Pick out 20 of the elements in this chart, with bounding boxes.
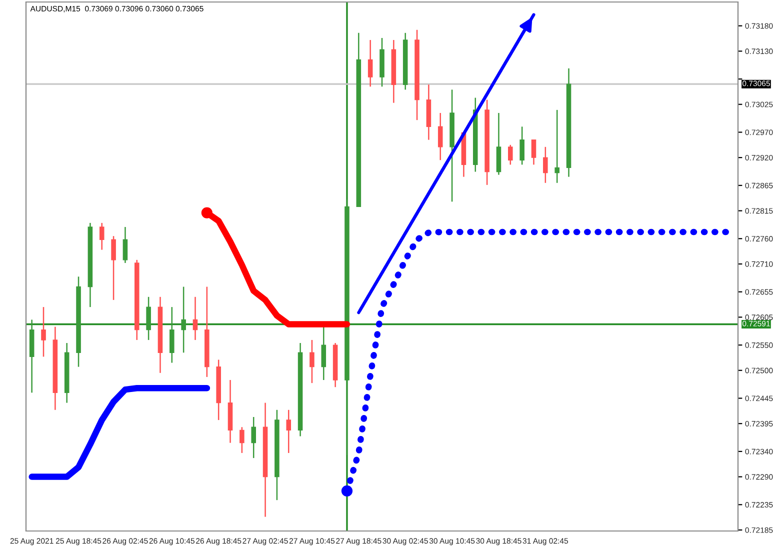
candlestick: [240, 426, 244, 454]
candlestick: [554, 109, 560, 184]
candlestick: [41, 306, 46, 358]
candlestick: [438, 112, 443, 161]
candlestick: [170, 306, 174, 364]
candlestick: [122, 226, 128, 264]
candlestick: [508, 144, 513, 166]
candlestick: [99, 222, 104, 250]
candlestick: [111, 235, 116, 301]
candlestick: [321, 326, 326, 381]
candlestick: [286, 409, 292, 454]
candlestick: [543, 146, 548, 184]
candlestick: [520, 126, 524, 166]
candlestick: [368, 39, 373, 88]
candlestick: [251, 416, 256, 459]
candlestick: [192, 296, 198, 341]
candlestick: [310, 339, 314, 384]
candlestick: [146, 296, 151, 341]
candlestick: [181, 286, 186, 354]
candlestick: [531, 139, 536, 166]
